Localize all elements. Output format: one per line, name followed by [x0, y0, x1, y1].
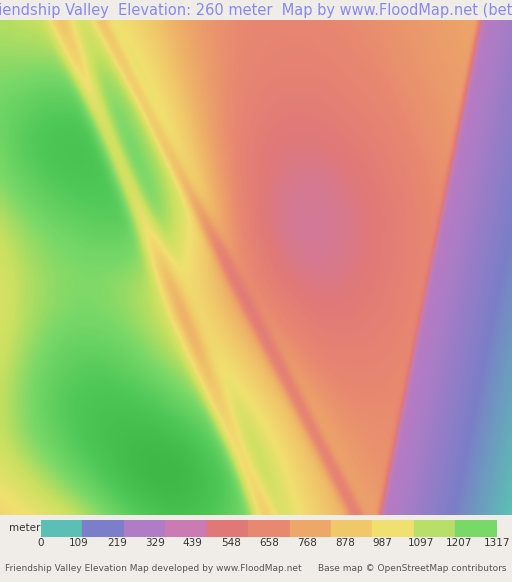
Text: meter: meter [9, 523, 40, 534]
Text: Friendship Valley Elevation Map developed by www.FloodMap.net: Friendship Valley Elevation Map develope… [5, 563, 302, 573]
Text: 219: 219 [107, 538, 127, 548]
Bar [414, 520, 455, 537]
Text: Friendship Valley  Elevation: 260 meter  Map by www.FloodMap.net (beta): Friendship Valley Elevation: 260 meter M… [0, 3, 512, 17]
Text: 329: 329 [145, 538, 165, 548]
Text: 878: 878 [335, 538, 355, 548]
Bar [455, 520, 497, 537]
Bar [207, 520, 248, 537]
Text: 1317: 1317 [483, 538, 510, 548]
Bar [248, 520, 289, 537]
Bar [41, 520, 82, 537]
Text: 109: 109 [69, 538, 89, 548]
Bar [124, 520, 165, 537]
Bar [372, 520, 414, 537]
Text: 439: 439 [183, 538, 203, 548]
Bar [165, 520, 207, 537]
Bar [289, 520, 331, 537]
Text: 1097: 1097 [408, 538, 434, 548]
Text: 987: 987 [373, 538, 393, 548]
Bar [82, 520, 124, 537]
Text: 0: 0 [38, 538, 44, 548]
Text: 548: 548 [221, 538, 241, 548]
Text: 768: 768 [297, 538, 317, 548]
Bar [331, 520, 372, 537]
Text: Base map © OpenStreetMap contributors: Base map © OpenStreetMap contributors [318, 563, 507, 573]
Text: 1207: 1207 [445, 538, 472, 548]
Text: 658: 658 [259, 538, 279, 548]
